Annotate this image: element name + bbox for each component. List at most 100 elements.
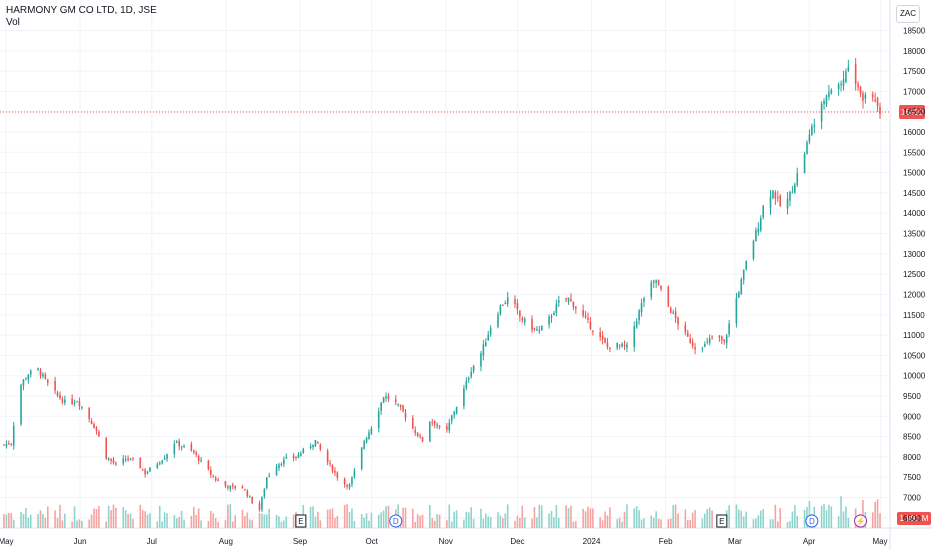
earnings-marker	[716, 514, 728, 528]
candle-body	[227, 486, 229, 488]
candle-body	[363, 441, 365, 449]
y-tick-label: 16000	[903, 128, 926, 137]
volume-bar	[105, 521, 107, 528]
candle-body	[399, 404, 402, 407]
volume-bar	[487, 516, 490, 528]
currency-badge[interactable]: ZAC	[896, 5, 920, 23]
candle-body	[701, 348, 704, 350]
candle-body	[626, 344, 628, 348]
volume-bar	[706, 509, 709, 528]
volume-bar	[840, 496, 842, 528]
volume-bar	[246, 512, 249, 528]
volume-indicator-label[interactable]: Vol	[6, 17, 20, 28]
volume-bar	[467, 512, 470, 528]
candle-body	[27, 374, 30, 380]
y-tick-label: 8500	[903, 433, 921, 442]
y-tick-label: 16500	[903, 108, 926, 117]
volume-bar	[363, 517, 365, 528]
volume-bar	[674, 504, 677, 528]
volume-bar	[655, 511, 657, 528]
volume-bar	[317, 511, 319, 528]
candle-body	[842, 79, 845, 87]
price-axis[interactable]: 6500 7000 7500 8000 8500 9000 9500 10000 10500 11…	[903, 26, 926, 522]
y-tick-label: 14500	[903, 189, 926, 198]
candle-body	[752, 240, 755, 259]
candle-body	[565, 298, 567, 300]
volume-bar	[402, 507, 404, 528]
candle-body	[175, 441, 178, 443]
volume-bar	[414, 521, 417, 528]
volume-bar	[550, 511, 553, 528]
volume-bar	[516, 515, 519, 528]
time-axis[interactable]: May Jun Jul Aug Sep Oct Nov Dec 2024 Feb Mar Apr May	[0, 537, 888, 546]
volume-bar	[263, 514, 266, 528]
candle-body	[592, 330, 594, 332]
volume-bar	[183, 519, 185, 528]
candle-body	[777, 197, 779, 199]
candle-body	[584, 315, 587, 318]
volume-bar	[757, 515, 760, 528]
candle-body	[12, 425, 15, 446]
candle-body	[438, 425, 441, 428]
candle-body	[98, 431, 100, 437]
volume-bar	[711, 510, 713, 528]
candle-body	[635, 321, 638, 328]
volume-bar	[368, 520, 370, 528]
candle-body	[317, 441, 319, 444]
candle-body	[674, 311, 677, 319]
candle-body	[672, 312, 674, 314]
candle-body	[791, 192, 794, 194]
candle-body	[382, 397, 385, 403]
x-tick-label: Feb	[659, 537, 673, 546]
candle-body	[161, 460, 163, 464]
candle-body	[828, 92, 830, 97]
volume-bar	[769, 519, 772, 528]
volume-bar	[847, 517, 850, 528]
candle-body	[536, 329, 538, 331]
candle-body	[706, 341, 709, 343]
y-tick-label: 11000	[903, 331, 925, 340]
candle-body	[755, 229, 757, 242]
volume-bar	[268, 508, 271, 528]
last-volume-label: 1.891 M	[900, 514, 929, 523]
x-tick-label: Aug	[219, 537, 233, 546]
candle-body	[813, 124, 816, 127]
candle-body	[643, 298, 645, 302]
candle-body	[29, 370, 32, 375]
candle-body	[360, 447, 363, 469]
x-tick-label: Jul	[147, 537, 157, 546]
volume-bar	[139, 504, 142, 528]
volume-bar	[10, 513, 13, 528]
candle-body	[283, 459, 285, 465]
x-tick-label: Dec	[510, 537, 524, 546]
volume-bar	[704, 513, 706, 528]
x-tick-label: Apr	[803, 537, 816, 546]
candle-body	[319, 444, 322, 450]
candle-body	[623, 344, 626, 346]
volume-bar	[779, 508, 782, 528]
candle-body	[837, 84, 840, 90]
candle-body	[489, 328, 492, 335]
volume-bar	[879, 513, 881, 528]
candle-body	[429, 421, 431, 442]
volume-bar	[759, 510, 762, 528]
candle-body	[295, 456, 297, 458]
candle-body	[20, 384, 22, 425]
x-tick-label: May	[0, 537, 14, 546]
candle-body	[502, 304, 504, 306]
volume-bar	[244, 516, 246, 528]
volume-bar	[606, 515, 609, 528]
candle-body	[8, 443, 10, 445]
volume-bar	[110, 510, 112, 528]
symbol-title[interactable]: HARMONY GM CO LTD, 1D, JSE	[6, 5, 157, 16]
candle-body	[210, 470, 212, 475]
volume-bar	[197, 508, 200, 528]
candle-body	[808, 134, 811, 142]
volume-bar	[728, 505, 730, 528]
volume-bar	[604, 511, 606, 528]
volume-bar	[643, 518, 645, 528]
candle-body	[139, 458, 142, 469]
candle-body	[523, 319, 526, 323]
volume-bar	[708, 507, 711, 528]
